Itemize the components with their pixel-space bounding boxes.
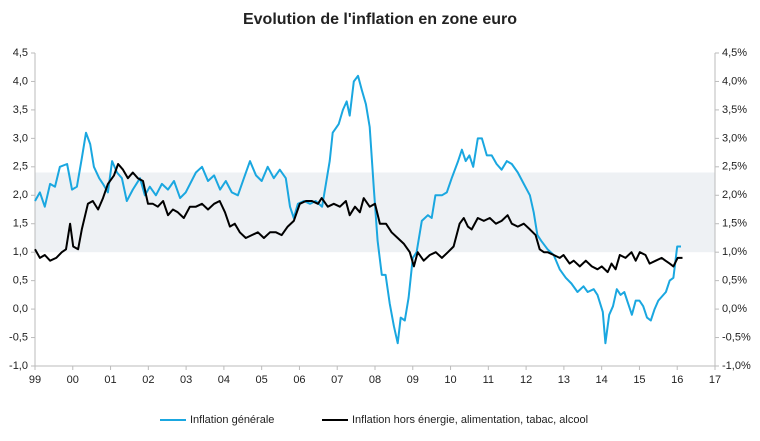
x-tick-label: 10	[444, 374, 456, 386]
y2-tick-label: 3,0%	[722, 132, 747, 144]
y2-tick-label: 1,0%	[722, 246, 747, 258]
y2-tick-label: 3,5%	[722, 104, 747, 116]
x-tick-label: 00	[67, 374, 79, 386]
x-tick-label: 06	[293, 374, 305, 386]
y-tick-label: 3,5	[13, 104, 28, 116]
y-tick-label: -0,5	[9, 331, 28, 343]
x-tick-label: 13	[558, 374, 570, 386]
x-tick-label: 05	[256, 374, 268, 386]
y2-tick-label: 2,0%	[722, 189, 747, 201]
x-tick-label: 12	[520, 374, 532, 386]
x-tick-label: 02	[142, 374, 154, 386]
series-line	[34, 163, 683, 274]
y-tick-label: 1,5	[13, 218, 28, 230]
y-tick-label: 2,0	[13, 189, 28, 201]
y-tick-label: 3,0	[13, 132, 28, 144]
x-tick-label: 03	[180, 374, 192, 386]
legend-label: Inflation générale	[190, 414, 274, 426]
x-tick-label: 08	[369, 374, 381, 386]
x-tick-label: 01	[104, 374, 116, 386]
x-tick-label: 11	[483, 374, 494, 386]
y2-tick-label: -0,5%	[722, 331, 751, 343]
y2-tick-label: 4,5%	[722, 47, 747, 59]
x-tick-label: 99	[29, 374, 41, 386]
x-tick-label: 17	[709, 374, 721, 386]
y2-tick-label: 4,0%	[722, 75, 747, 87]
y-tick-label: 4,0	[13, 75, 28, 87]
y-tick-label: 2,5	[13, 161, 28, 173]
y-tick-label: 1,0	[13, 246, 28, 258]
x-tick-label: 15	[633, 374, 645, 386]
y2-tick-label: 0,0%	[722, 303, 747, 315]
y-tick-label: 0,5	[13, 275, 28, 287]
y-tick-label: -1,0	[9, 360, 28, 372]
x-tick-label: 16	[671, 374, 683, 386]
y-tick-label: 0,0	[13, 303, 28, 315]
x-tick-label: 07	[331, 374, 343, 386]
legend-label: Inflation hors énergie, alimentation, ta…	[352, 414, 588, 426]
chart-title: Evolution de l'inflation en zone euro	[243, 11, 517, 28]
y2-tick-label: 2,5%	[722, 161, 747, 173]
y2-tick-label: -1,0%	[722, 360, 751, 372]
x-tick-label: 04	[218, 374, 230, 386]
y2-tick-label: 1,5%	[722, 218, 747, 230]
x-tick-label: 09	[407, 374, 419, 386]
y-tick-label: 4,5	[13, 47, 28, 59]
y2-tick-label: 0,5%	[722, 275, 747, 287]
x-tick-label: 14	[596, 374, 608, 386]
